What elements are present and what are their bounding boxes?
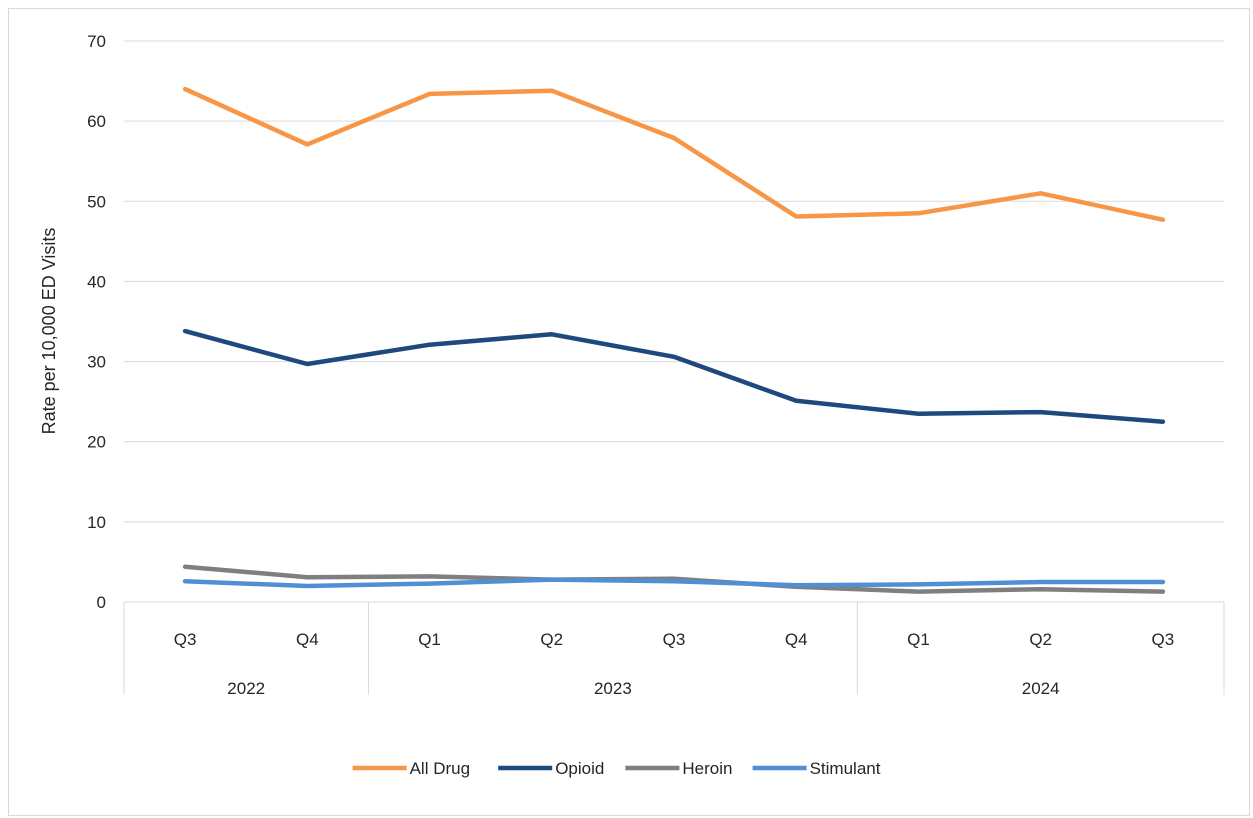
line-chart: 0 10 20 30 40 50 60 70 Q3 Q4 Q1 Q2 Q3 Q4 Q1 Q2 Q3 2022 202… [39, 32, 1225, 778]
y-tick-label: 60 [87, 112, 106, 131]
x-tick-label: Q3 [663, 630, 686, 649]
y-tick-label: 10 [87, 513, 106, 532]
legend-label-heroin: Heroin [682, 759, 732, 778]
legend-label-opioid: Opioid [555, 759, 604, 778]
year-group-label: 2022 [227, 679, 265, 698]
x-tick-label: Q2 [540, 630, 563, 649]
x-tick-label: Q3 [174, 630, 197, 649]
y-tick-label: 20 [87, 433, 106, 452]
x-tick-label: Q2 [1029, 630, 1052, 649]
x-tick-label: Q4 [785, 630, 808, 649]
series-line-all-drug [182, 86, 1166, 222]
y-axis-label: Rate per 10,000 ED Visits [39, 228, 59, 435]
legend: All Drug Opioid Heroin Stimulant [352, 759, 881, 778]
x-tick-label: Q3 [1152, 630, 1175, 649]
y-tick-label: 0 [97, 593, 106, 612]
year-group-label: 2024 [1022, 679, 1060, 698]
y-tick-label: 40 [87, 272, 106, 291]
series-line-stimulant [182, 577, 1166, 589]
legend-label-stimulant: Stimulant [810, 759, 881, 778]
x-tick-label: Q1 [907, 630, 930, 649]
axes: 0 10 20 30 40 50 60 70 Q3 Q4 Q1 Q2 Q3 Q4 Q1 Q2 Q3 2022 202… [87, 32, 1225, 698]
y-tick-label: 30 [87, 353, 106, 372]
year-group-label: 2023 [594, 679, 632, 698]
series-line-opioid [182, 328, 1166, 424]
y-tick-label: 50 [87, 192, 106, 211]
series-lines [182, 86, 1166, 594]
chart-container: 0 10 20 30 40 50 60 70 Q3 Q4 Q1 Q2 Q3 Q4 Q1 Q2 Q3 2022 202… [8, 8, 1250, 816]
series-line-heroin [182, 564, 1166, 594]
x-tick-label: Q1 [418, 630, 441, 649]
x-tick-label: Q4 [296, 630, 319, 649]
legend-label-all-drug: All Drug [410, 759, 470, 778]
y-tick-label: 70 [87, 32, 106, 51]
gridlines [124, 40, 1224, 523]
